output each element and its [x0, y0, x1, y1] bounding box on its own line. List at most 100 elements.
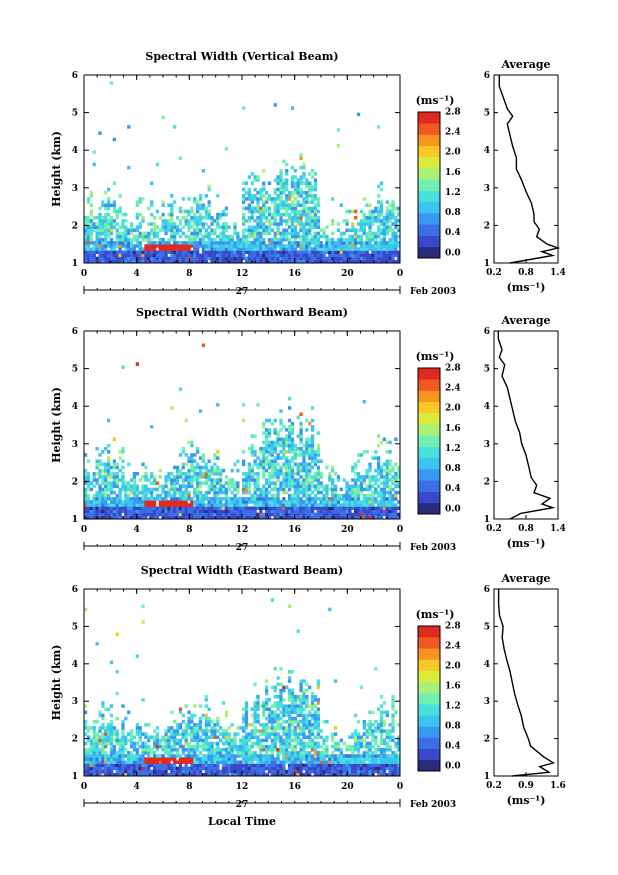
heatmap-cell: [230, 751, 234, 755]
heatmap-cell: [305, 222, 309, 226]
heatmap-cell: [173, 256, 177, 261]
heatmap-cell: [242, 760, 246, 764]
heatmap-cell: [259, 506, 263, 510]
heatmap-cell: [316, 222, 320, 226]
heatmap-cell: [397, 500, 401, 504]
heatmap-cell: [374, 500, 378, 504]
heatmap-cell: [259, 766, 263, 771]
heatmap-cell: [104, 212, 108, 217]
heatmap-cell: [161, 760, 165, 764]
heatmap-cell: [132, 735, 137, 739]
heatmap-cell: [279, 509, 283, 514]
heatmap-cell: [198, 259, 203, 264]
heatmap-cell: [305, 259, 309, 264]
heatmap-cell: [331, 497, 335, 501]
heatmap-cell: [325, 515, 329, 520]
heatmap-cell: [170, 512, 174, 517]
heatmap-cell: [276, 757, 280, 761]
heatmap-cell: [247, 468, 252, 473]
heatmap-cell: [193, 468, 197, 473]
heatmap-cell: [293, 493, 297, 498]
heatmap-cell: [328, 497, 332, 501]
heatmap-cell: [354, 478, 358, 482]
heatmap-cell: [236, 237, 240, 242]
heatmap-cell: [244, 487, 249, 492]
heatmap-cell: [193, 723, 197, 727]
heatmap-cell: [287, 194, 292, 198]
heatmap-cell: [256, 741, 260, 746]
heatmap-cell: [109, 203, 114, 207]
heatmap-cell: [319, 475, 323, 479]
heatmap-cell: [141, 744, 145, 749]
heatmap-cell: [333, 500, 338, 504]
heatmap-cell: [262, 259, 266, 264]
heatmap-cell: [270, 472, 274, 476]
heatmap-cell: [267, 428, 272, 432]
heatmap-cell: [279, 682, 283, 687]
heatmap-cell: [233, 754, 237, 758]
heatmap-cell: [313, 512, 318, 517]
heatmap-cell: [331, 237, 335, 242]
colorbar-tick-label: 2.8: [445, 363, 461, 373]
heatmap-cell: [354, 512, 358, 517]
heatmap-cell: [207, 515, 211, 520]
heatmap-cell: [221, 259, 226, 264]
heatmap-cell: [121, 503, 125, 507]
heatmap-cell: [253, 194, 257, 198]
heatmap-cell: [201, 738, 206, 743]
heatmap-cell: [336, 515, 341, 520]
heatmap-cell: [244, 701, 249, 705]
heatmap-cell: [181, 197, 185, 201]
heatmap-cell: [270, 450, 274, 454]
heatmap-cell: [256, 484, 260, 489]
heatmap-cell: [216, 751, 220, 755]
heatmap-cell: [293, 735, 297, 739]
heatmap-cell: [135, 729, 139, 733]
heatmap-cell: [219, 747, 223, 752]
heatmap-cell: [287, 698, 292, 702]
heatmap-cell: [147, 738, 151, 743]
heatmap-cell: [276, 500, 280, 504]
heatmap-cell: [345, 250, 349, 254]
heatmap-cell: [170, 259, 174, 264]
heatmap-cell: [253, 509, 257, 514]
heatmap-cell: [336, 143, 341, 148]
heatmap-cell: [207, 200, 211, 204]
heatmap-cell: [190, 716, 194, 721]
heatmap-cell: [129, 241, 134, 245]
heatmap-cell: [242, 490, 246, 495]
heatmap-cell: [198, 484, 203, 489]
heatmap-cell: [129, 484, 134, 489]
heatmap-cell: [150, 772, 154, 777]
heatmap-cell: [282, 747, 286, 752]
heatmap-cell: [302, 465, 306, 470]
heatmap-cell: [221, 250, 226, 254]
heatmap-cell: [247, 766, 252, 771]
heatmap-cell: [333, 493, 338, 498]
heatmap-cell: [227, 760, 231, 764]
heatmap-cell: [247, 747, 252, 752]
heatmap-cell: [285, 707, 289, 711]
heatmap-cell: [336, 128, 341, 132]
heatmap-cell: [316, 443, 320, 448]
heatmap-cell: [196, 760, 200, 764]
heatmap-cell: [121, 475, 125, 479]
heatmap-cell: [112, 512, 116, 517]
heatmap-cell: [233, 503, 237, 507]
heatmap-cell: [342, 506, 346, 510]
heatmap-cell: [135, 234, 139, 239]
heatmap-cell: [196, 206, 200, 211]
heatmap-cell: [379, 228, 384, 233]
heatmap-cell: [325, 503, 329, 507]
heatmap-cell: [368, 247, 372, 251]
heatmap-cell: [144, 766, 148, 771]
heatmap-cell: [190, 744, 194, 749]
heatmap-cell: [115, 209, 119, 214]
heatmap-cell: [201, 465, 206, 470]
heatmap-cell: [204, 698, 208, 702]
heatmap-cell: [273, 428, 277, 432]
heatmap-cell: [104, 478, 108, 482]
heatmap-cell: [112, 478, 116, 482]
heatmap-cell: [302, 500, 306, 504]
